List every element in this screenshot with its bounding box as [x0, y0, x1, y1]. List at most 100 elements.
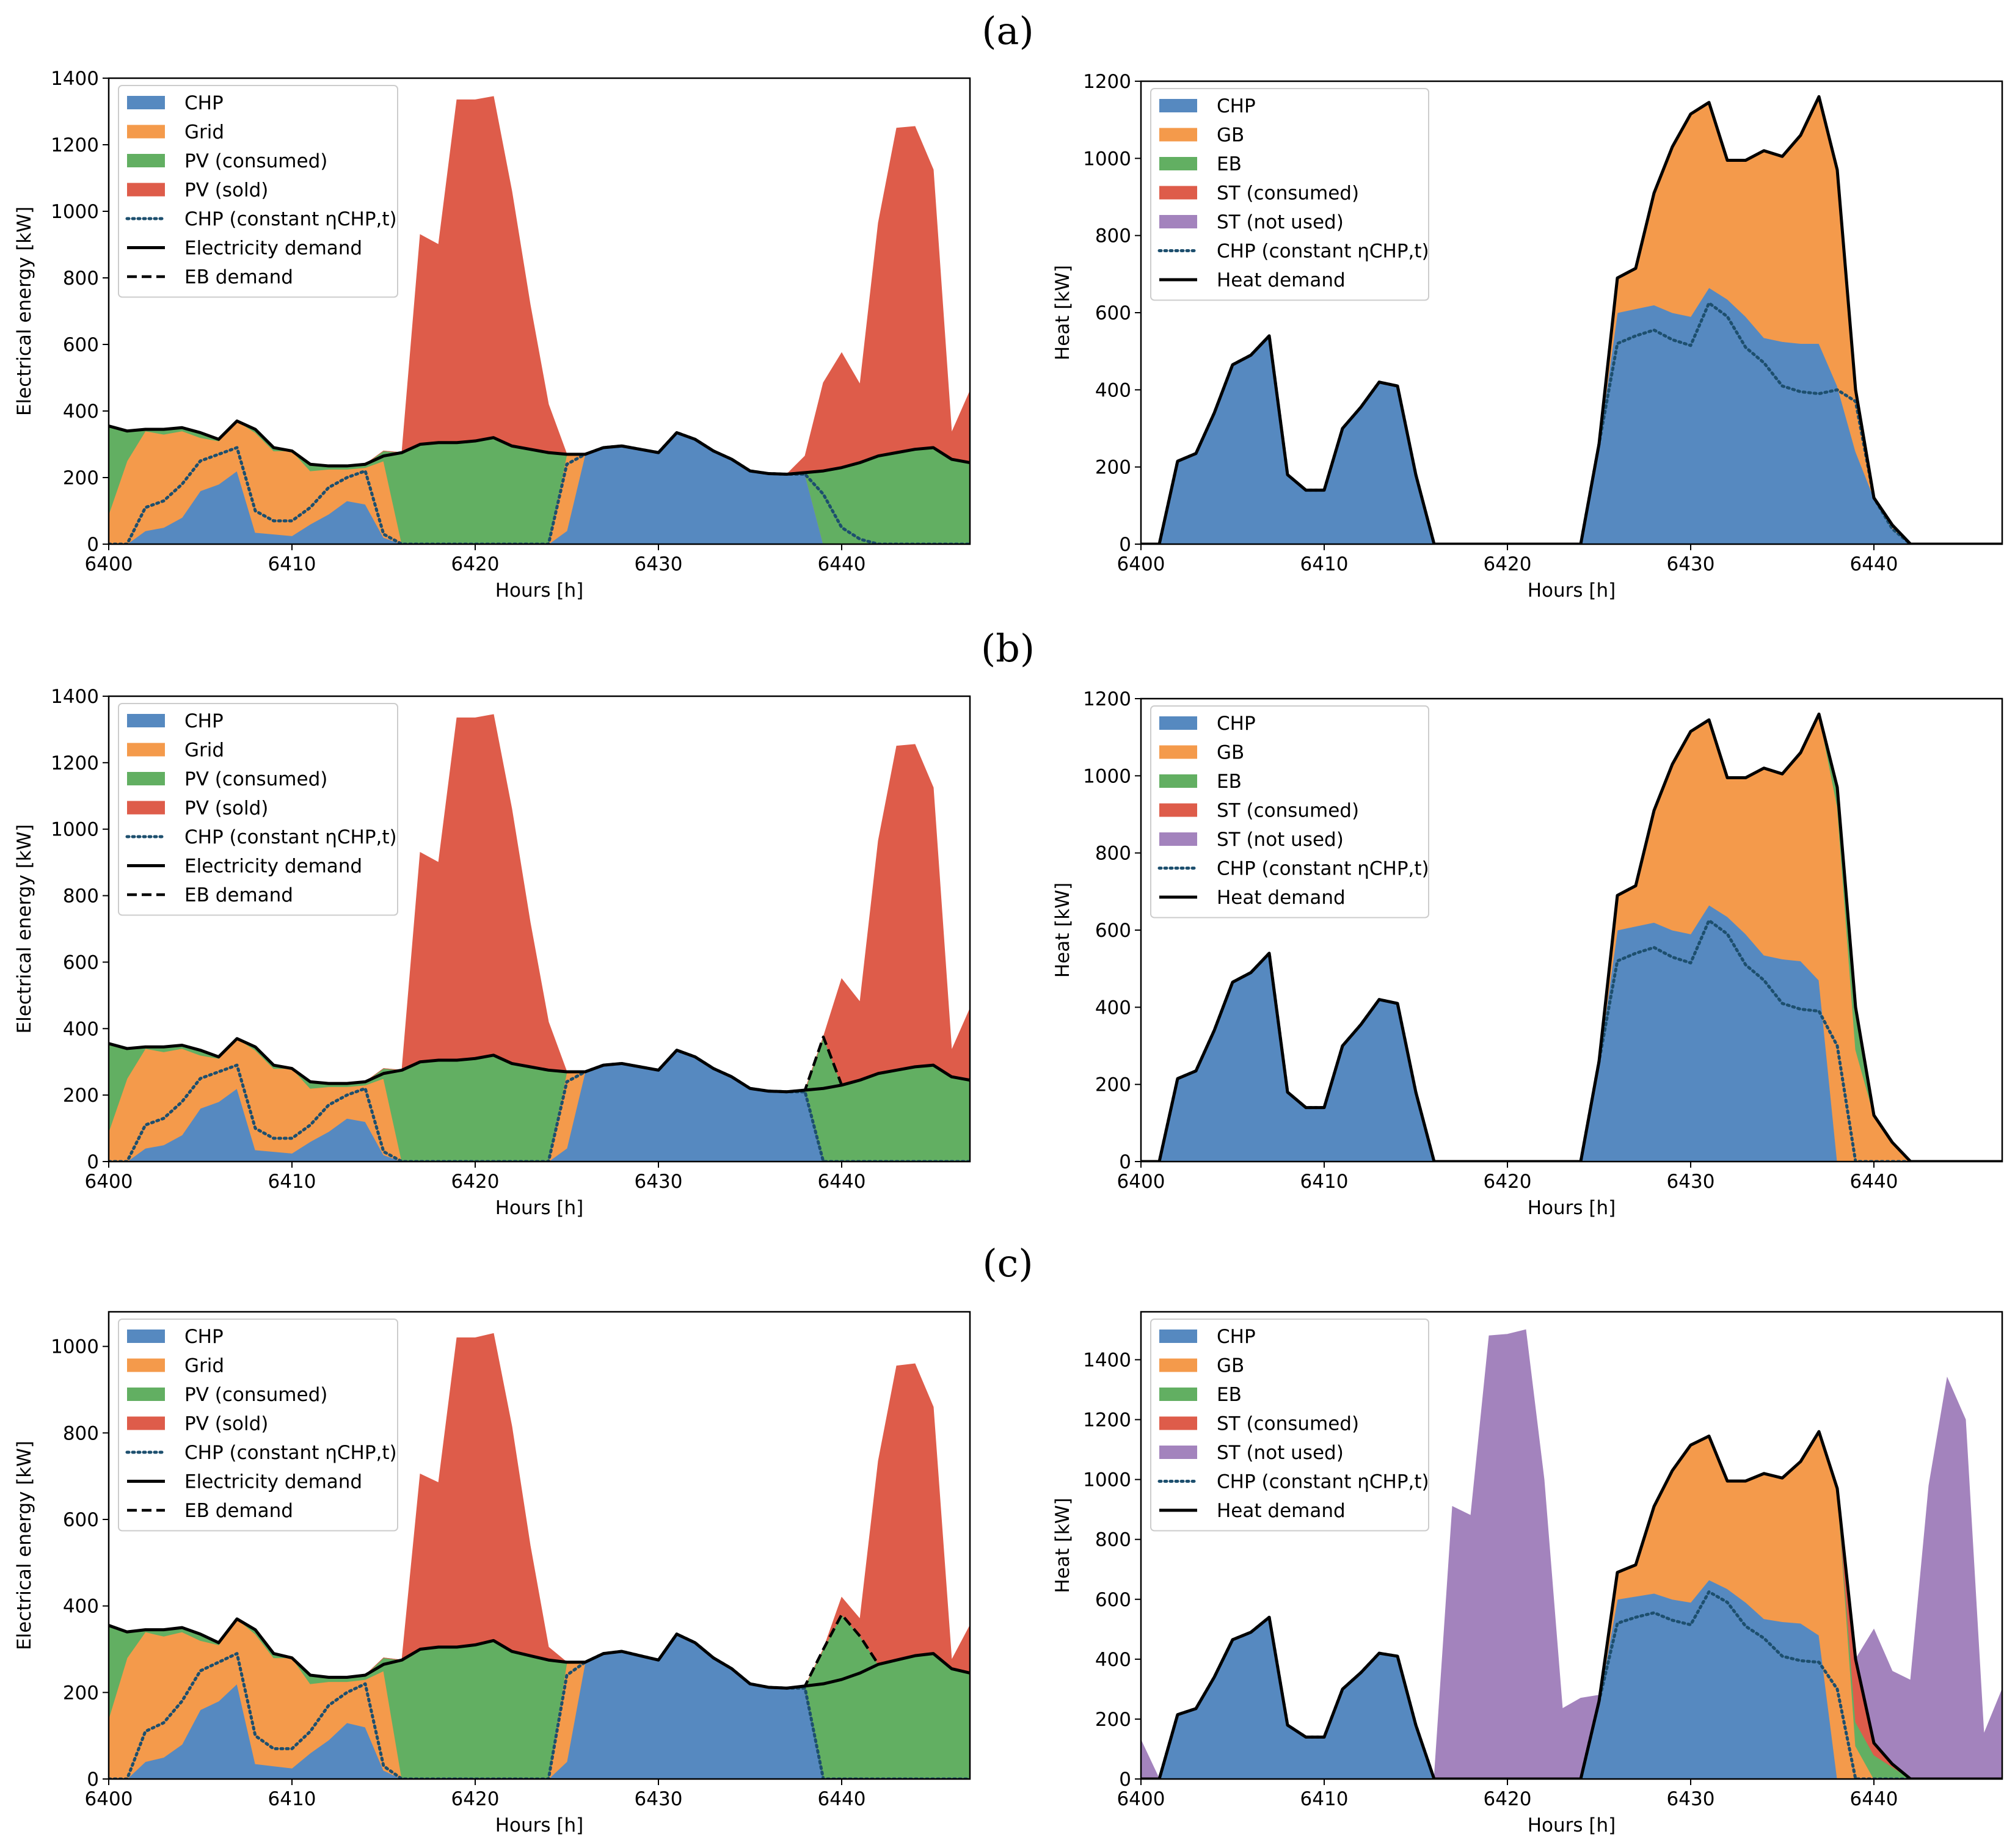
y-axis-label: Heat [kW]: [1052, 882, 1074, 978]
y-tick-label: 800: [1095, 843, 1131, 865]
line-eb-demand: [786, 1613, 880, 1690]
x-tick-label: 6410: [268, 1171, 316, 1193]
y-tick-label: 600: [1095, 302, 1131, 324]
legend-label-pv-sold: PV (sold): [184, 180, 268, 202]
y-tick-label: 200: [63, 1682, 99, 1704]
y-tick-label: 800: [1095, 1529, 1131, 1551]
x-tick-label: 6410: [268, 1788, 316, 1810]
plot-area: [109, 96, 970, 544]
legend-box: [1150, 705, 1429, 919]
legend-swatch-grid: [127, 1358, 165, 1372]
y-tick-label: 1000: [1083, 148, 1131, 170]
y-tick-label: 1200: [1083, 1410, 1131, 1431]
legend-label-pv-consumed: PV (consumed): [184, 150, 327, 172]
y-tick-label: 200: [1095, 457, 1131, 479]
line-heat-demand: [1141, 95, 2002, 544]
x-tick-label: 6420: [1484, 1171, 1532, 1193]
x-tick-label: 6440: [1850, 1788, 1898, 1810]
legend-label-pv-sold: PV (sold): [184, 798, 268, 820]
y-tick-label: 800: [1095, 225, 1131, 247]
x-tick-label: 6420: [451, 1788, 500, 1810]
panel-label-b: (b): [981, 626, 1035, 671]
legend-label-chp: CHP: [1217, 95, 1256, 117]
line-chp-constant-chp-t: [1141, 301, 2002, 544]
x-axis-label: Hours [h]: [1528, 1197, 1616, 1219]
x-axis-label: Hours [h]: [1528, 1814, 1616, 1836]
y-tick-label: 1400: [1083, 1349, 1131, 1371]
legend-swatch-eb: [1159, 1388, 1197, 1401]
y-tick-label: 1000: [1083, 1469, 1131, 1491]
y-tick-label: 0: [1119, 534, 1131, 556]
x-tick-label: 6410: [268, 553, 316, 575]
y-tick-label: 0: [87, 1769, 99, 1791]
y-tick-label: 200: [1095, 1074, 1131, 1096]
y-tick-label: 800: [63, 886, 99, 908]
x-tick-label: 6400: [1117, 1788, 1165, 1810]
line-heat-demand: [1141, 712, 2002, 1162]
axes-frame: [1140, 1311, 2003, 1780]
y-tick-label: 1000: [51, 201, 99, 223]
y-tick-label: 400: [63, 401, 99, 423]
x-axis-label: Hours [h]: [495, 1197, 584, 1219]
line-electricity-demand: [109, 419, 970, 476]
plot-area: [1141, 95, 2002, 544]
legend-label-eb-demand: EB demand: [184, 266, 293, 288]
legend-label-grid: Grid: [184, 122, 224, 144]
legend-label-chp: CHP: [1217, 1326, 1256, 1348]
x-tick-label: 6400: [1117, 553, 1165, 575]
legend-label-chp-constant-chp-t: CHP (constant ηCHP,t): [184, 1442, 397, 1464]
y-tick-label: 0: [1119, 1151, 1131, 1173]
axes-frame: [107, 77, 971, 545]
legend-swatch-chp: [127, 714, 165, 727]
legend-label-chp: CHP: [184, 1326, 224, 1348]
legend: CHP Grid PV (consumed) PV (sold) CHP (consta…: [118, 703, 398, 916]
y-tick-label: 1200: [51, 134, 99, 156]
x-tick-label: 6430: [1667, 1788, 1715, 1810]
legend-swatch-pv-consumed: [127, 1388, 165, 1401]
legend-swatch-pv-sold: [127, 1416, 165, 1430]
legend-label-pv-consumed: PV (consumed): [184, 1384, 327, 1406]
legend-label-chp-constant-chp-t: CHP (constant ηCHP,t): [1217, 1471, 1429, 1493]
area-chp: [1141, 287, 2002, 544]
legend-label-st-not-used: ST (not used): [1217, 829, 1344, 851]
legend-swatch-chp: [1159, 716, 1197, 730]
axes-frame: [107, 695, 971, 1163]
legend-label-gb: GB: [1217, 125, 1244, 147]
legend-label-eb: EB: [1217, 153, 1242, 175]
y-tick-label: 1200: [1083, 688, 1131, 710]
x-axis-label: Hours [h]: [495, 1814, 584, 1836]
y-tick-label: 600: [63, 1509, 99, 1531]
x-tick-label: 6410: [1300, 553, 1349, 575]
legend-label-st-consumed: ST (consumed): [1217, 800, 1359, 822]
legend-swatch-chp: [1159, 99, 1197, 112]
legend-box: [1150, 1319, 1429, 1532]
legend-swatch-grid: [127, 125, 165, 139]
legend-swatch-gb: [1159, 745, 1197, 759]
plot-area: [1141, 1329, 2002, 1779]
plot-area: [109, 1333, 970, 1779]
line-electricity-demand: [109, 1617, 970, 1690]
legend-swatch-chp: [1159, 1330, 1197, 1343]
legend-label-gb: GB: [1217, 742, 1244, 764]
line-chp-constant-chp-t: [109, 431, 970, 544]
chart-c-heat: 6400 6410 6420 6430 6440 0 200 400 600 800 1000 120…: [1052, 1311, 2003, 1836]
legend-swatch-chp: [127, 96, 165, 109]
legend-swatch-pv-consumed: [127, 154, 165, 167]
y-tick-label: 1200: [1083, 71, 1131, 93]
legend-label-eb-demand: EB demand: [184, 1500, 293, 1522]
x-tick-label: 6400: [85, 1788, 133, 1810]
x-tick-label: 6440: [818, 553, 866, 575]
legend-label-heat-demand: Heat demand: [1217, 887, 1346, 909]
legend-swatch-eb: [1159, 774, 1197, 788]
legend-label-st-consumed: ST (consumed): [1217, 1413, 1359, 1435]
line-chp-constant-chp-t: [109, 1049, 970, 1162]
y-tick-label: 0: [87, 534, 99, 556]
legend: CHP Grid PV (consumed) PV (sold) CHP (consta…: [118, 1319, 398, 1532]
y-tick-label: 600: [63, 951, 99, 973]
x-tick-label: 6410: [1300, 1171, 1349, 1193]
axes-frame: [107, 1311, 971, 1780]
legend-swatch-eb: [1159, 157, 1197, 170]
legend-label-electricity-demand: Electricity demand: [184, 238, 362, 260]
y-tick-label: 400: [63, 1018, 99, 1040]
